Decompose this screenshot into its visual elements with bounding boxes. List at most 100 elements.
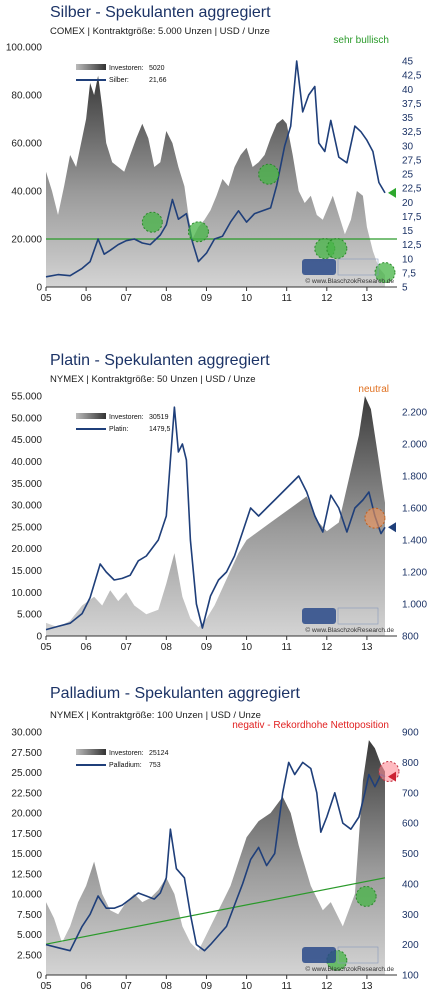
y-right-tick-label: 17,5 (402, 212, 422, 223)
y-right-tick-label: 500 (402, 849, 419, 860)
legend-price-value: 1479,5 (149, 426, 171, 433)
logo-badge (302, 947, 336, 963)
y-right-tick-label: 400 (402, 879, 419, 890)
silver-panel: Silber - Spekulanten aggregiert COMEX | … (0, 0, 439, 330)
legend-investoren-label: Investoren: (109, 750, 144, 757)
x-tick-label: 08 (161, 981, 173, 992)
x-tick-label: 12 (321, 293, 333, 304)
y-left-tick-label: 60.000 (11, 139, 42, 150)
y-right-tick-label: 1.800 (402, 472, 427, 483)
palladium-subtitle: NYMEX | Kontraktgröße: 100 Unzen | USD /… (50, 710, 261, 721)
signal-marker (364, 507, 386, 529)
y-right-tick-label: 5 (402, 283, 408, 294)
palladium-title: Palladium - Spekulanten aggregiert (50, 685, 300, 702)
signal-marker (374, 262, 396, 284)
x-tick-label: 11 (281, 642, 292, 653)
platinum-subtitle: NYMEX | Kontraktgröße: 50 Unzen | USD / … (50, 374, 256, 385)
y-left-tick-label: 100.000 (6, 43, 43, 54)
y-right-tick-label: 7,5 (402, 268, 416, 279)
legend-investoren-swatch (76, 749, 106, 755)
y-right-tick-label: 700 (402, 788, 419, 799)
y-left-tick-label: 10.000 (11, 588, 42, 599)
sentiment-annotation: sehr bullisch (333, 35, 389, 46)
investoren-area (46, 740, 385, 975)
y-left-tick-label: 0 (36, 632, 42, 643)
y-right-tick-label: 15 (402, 226, 414, 237)
x-tick-label: 12 (321, 981, 333, 992)
y-right-tick-label: 32,5 (402, 127, 422, 138)
y-right-tick-label: 800 (402, 758, 419, 769)
sentiment-annotation: neutral (358, 384, 389, 395)
watermark-text: © www.BlaschzokResearch.de (305, 965, 394, 973)
price-arrow (388, 522, 396, 533)
y-right-tick-label: 30 (402, 141, 414, 152)
y-right-tick-label: 1.000 (402, 600, 427, 611)
x-tick-label: 08 (161, 642, 173, 653)
y-left-tick-label: 35.000 (11, 479, 42, 490)
y-left-tick-label: 10.000 (11, 890, 42, 901)
legend-investoren-value: 25124 (149, 750, 169, 757)
y-left-tick-label: 7.500 (17, 910, 42, 921)
y-left-tick-label: 20.000 (11, 809, 42, 820)
y-left-tick-label: 2.500 (17, 950, 42, 961)
signal-marker (258, 163, 280, 185)
y-right-tick-label: 10 (402, 254, 414, 265)
x-tick-label: 13 (361, 642, 373, 653)
y-left-tick-label: 27.500 (11, 748, 42, 759)
y-left-tick-label: 15.000 (11, 566, 42, 577)
y-right-tick-label: 300 (402, 910, 419, 921)
y-right-tick-label: 200 (402, 940, 419, 951)
y-left-tick-label: 20.000 (11, 544, 42, 555)
y-right-tick-label: 25 (402, 170, 414, 181)
legend-price-label: Palladium: (109, 762, 142, 769)
legend-investoren-value: 30519 (149, 414, 169, 421)
y-left-tick-label: 55.000 (11, 392, 42, 403)
y-right-tick-label: 2.200 (402, 408, 427, 419)
y-right-tick-label: 800 (402, 632, 419, 643)
legend-investoren-label: Investoren: (109, 414, 144, 421)
logo-frame (337, 258, 379, 276)
legend-investoren-value: 5020 (149, 65, 165, 72)
x-tick-label: 11 (281, 981, 292, 992)
y-left-tick-label: 22.500 (11, 788, 42, 799)
signal-marker (141, 211, 163, 233)
x-tick-label: 12 (321, 642, 333, 653)
logo-badge (302, 608, 336, 624)
x-tick-label: 13 (361, 981, 373, 992)
legend-price-label: Platin: (109, 426, 129, 433)
y-left-tick-label: 15.000 (11, 849, 42, 860)
x-tick-label: 08 (161, 293, 173, 304)
y-left-tick-label: 17.500 (11, 829, 42, 840)
legend-investoren-swatch (76, 64, 106, 70)
x-tick-label: 10 (241, 642, 253, 653)
y-right-tick-label: 35 (402, 113, 414, 124)
y-right-tick-label: 100 (402, 971, 419, 982)
legend-price-value: 21,66 (149, 77, 167, 84)
y-left-tick-label: 25.000 (11, 768, 42, 779)
y-right-tick-label: 1.400 (402, 536, 427, 547)
investoren-area (46, 75, 385, 287)
x-tick-label: 06 (81, 981, 93, 992)
logo-badge (302, 259, 336, 275)
y-left-tick-label: 45.000 (11, 435, 42, 446)
y-left-tick-label: 40.000 (11, 457, 42, 468)
y-right-tick-label: 37,5 (402, 99, 422, 110)
platinum-panel: Platin - Spekulanten aggregiert NYMEX | … (11, 352, 427, 653)
x-tick-label: 09 (201, 642, 213, 653)
y-right-tick-label: 1.600 (402, 504, 427, 515)
legend-price-label: Silber: (109, 77, 129, 84)
x-tick-label: 06 (81, 293, 93, 304)
x-tick-label: 09 (201, 981, 213, 992)
y-right-tick-label: 45 (402, 57, 414, 68)
y-right-tick-label: 1.200 (402, 568, 427, 579)
legend-investoren-label: Investoren: (109, 65, 144, 72)
signal-marker (326, 238, 348, 260)
silver-title: Silber - Spekulanten aggregiert (50, 4, 271, 21)
y-left-tick-label: 25.000 (11, 522, 42, 533)
trend-line (45, 877, 386, 945)
x-tick-label: 09 (201, 293, 213, 304)
x-tick-label: 13 (361, 293, 373, 304)
silver-chart: 0 20.000 40.000 60.000 80.000 100.000 5 7,5 10 12… (6, 35, 422, 304)
